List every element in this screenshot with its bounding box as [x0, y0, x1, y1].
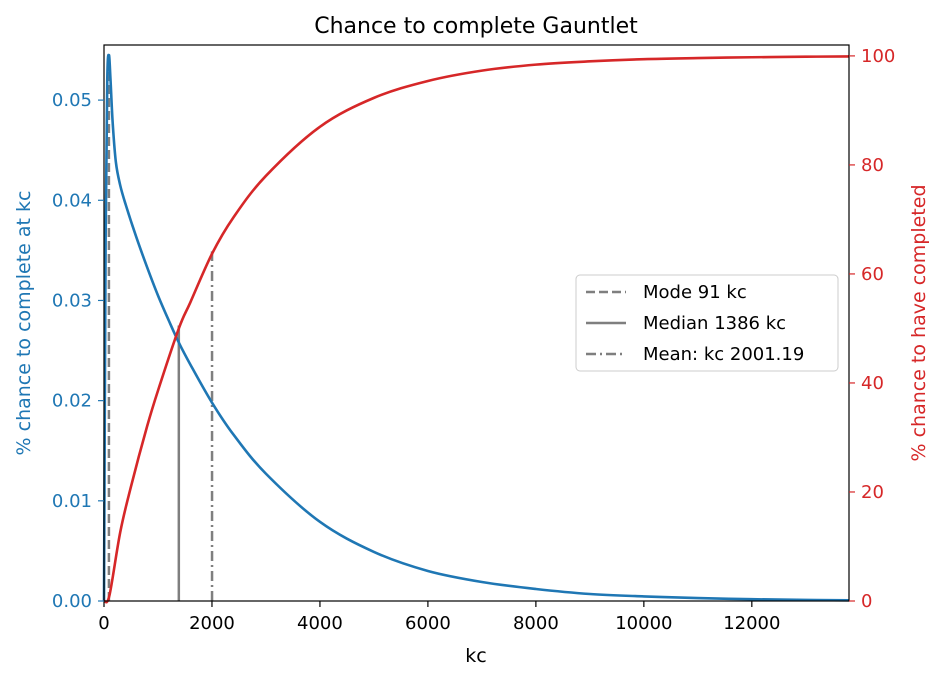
x-tick-label: 2000 — [189, 613, 235, 634]
legend-box — [575, 274, 839, 372]
series-lines — [102, 53, 850, 604]
y-left-tick-label: 0.01 — [52, 491, 92, 512]
y-left-tick-label: 0.02 — [52, 391, 92, 412]
chart-title: Chance to complete Gauntlet — [314, 14, 638, 39]
plot-area — [102, 53, 850, 604]
x-tick-label: 8000 — [513, 613, 559, 634]
marker-lines — [107, 55, 214, 601]
y-right-tick-label: 40 — [861, 373, 884, 394]
y-left-axis-label: % chance to complete at kc — [13, 191, 35, 456]
legend-mode-label: Mode 91 kc — [643, 282, 747, 303]
y-right-tick-label: 80 — [861, 155, 884, 176]
y-left-tick-label: 0.00 — [52, 591, 92, 612]
legend: Mode 91 kc Median 1386 kc Mean: kc 2001.… — [575, 274, 839, 372]
y-left-tick-label: 0.04 — [52, 190, 92, 211]
x-axis-label: kc — [465, 645, 486, 667]
y-left-axis-ticks: 0.00 0.01 0.02 0.03 0.04 0.05 — [52, 90, 104, 612]
legend-mean-label: Mean: kc 2001.19 — [643, 344, 804, 365]
y-left-tick-label: 0.03 — [52, 290, 92, 311]
y-right-axis-label: % chance to have completed — [908, 184, 930, 461]
x-tick-label: 10000 — [615, 613, 672, 634]
y-right-tick-label: 20 — [861, 482, 884, 503]
y-right-tick-label: 100 — [861, 46, 895, 67]
series-line-completion-at-kc — [102, 53, 850, 602]
y-right-tick-label: 60 — [861, 264, 884, 285]
y-right-axis-ticks: 0 20 40 60 80 100 — [849, 46, 895, 612]
x-tick-label: 4000 — [297, 613, 343, 634]
x-axis-ticks: 0 2000 4000 6000 8000 10000 12000 — [98, 601, 780, 634]
legend-median-label: Median 1386 kc — [643, 313, 786, 334]
x-tick-label: 6000 — [405, 613, 451, 634]
y-right-tick-label: 0 — [861, 591, 872, 612]
x-tick-label: 0 — [98, 613, 109, 634]
series-line-cumulative-completed — [102, 55, 850, 604]
y-left-tick-label: 0.05 — [52, 90, 92, 111]
x-tick-label: 12000 — [723, 613, 780, 634]
plot-frame — [103, 44, 850, 602]
